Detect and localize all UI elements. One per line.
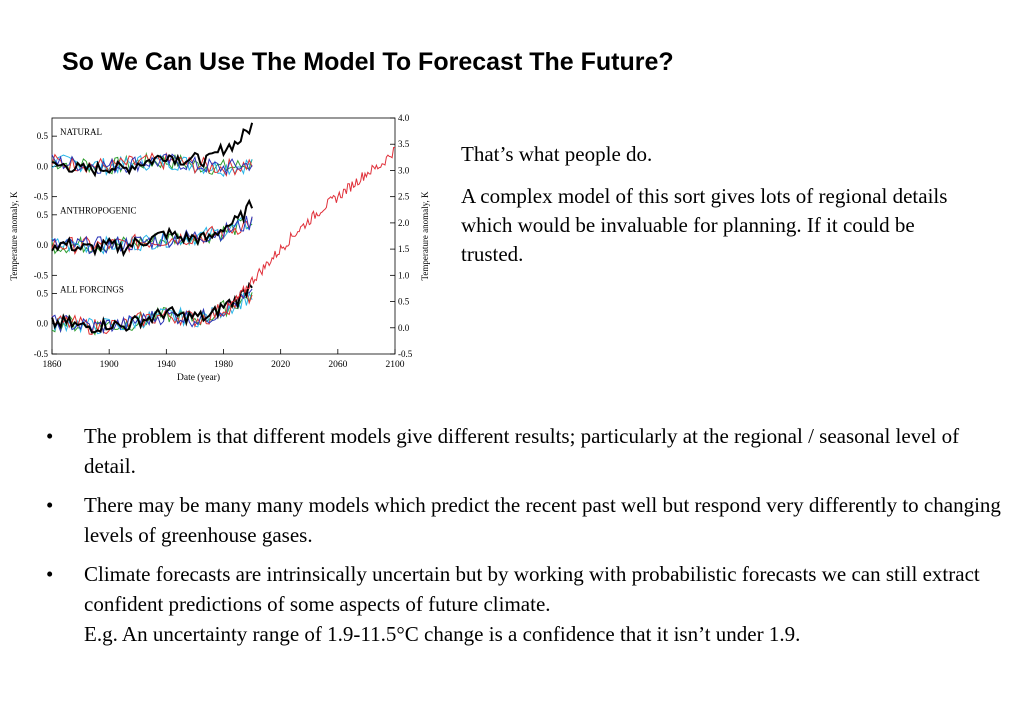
- bullet-item: • Climate forecasts are intrinsically un…: [40, 559, 1010, 649]
- model-series-line: [51, 151, 253, 177]
- observed-series-line: [51, 281, 253, 334]
- x-tick-label: 1940: [157, 360, 176, 370]
- panel-label: NATURAL: [60, 127, 102, 137]
- x-tick-label: 1900: [100, 360, 119, 370]
- slide-title: So We Can Use The Model To Forecast The …: [62, 48, 674, 76]
- bullet-dot: •: [46, 562, 54, 586]
- y-tick-label-left: 0.0: [37, 240, 49, 250]
- temperature-anomaly-chart: 1860 1900 1940 1980 2020 2060 2100 Date (year) T…: [9, 113, 430, 383]
- y-tick-label-left: 0.5: [37, 288, 49, 298]
- panel-label: ANTHROPOGENIC: [60, 206, 137, 216]
- y-tick-label-right: -0.5: [398, 349, 413, 359]
- y-tick-label-left: 0.0: [37, 319, 49, 329]
- bullet-list: • The problem is that different models g…: [40, 421, 1010, 658]
- x-tick-label: 1860: [43, 360, 62, 370]
- y-tick-label-right: 4.0: [398, 113, 410, 123]
- side-text: That’s what people do. A complex model o…: [461, 140, 981, 282]
- x-tick-label: 1980: [214, 360, 233, 370]
- y-tick-label-left: 0.0: [37, 161, 49, 171]
- model-series-line: [51, 151, 253, 175]
- y-tick-label-right: 0.5: [398, 297, 410, 307]
- y-tick-label-right: 1.5: [398, 244, 410, 254]
- y-tick-label-right: 2.5: [398, 192, 410, 202]
- y-tick-label-left: -0.5: [34, 349, 49, 359]
- observed-series-line: [51, 198, 254, 258]
- y-axis-label-left: Temperature anomaly, K: [9, 191, 19, 280]
- y-tick-label-left: -0.5: [34, 192, 49, 202]
- bullet-text: Climate forecasts are intrinsically unce…: [84, 562, 980, 616]
- bullet-text: The problem is that different models giv…: [84, 424, 960, 478]
- bullet-item: • The problem is that different models g…: [40, 421, 1010, 481]
- y-tick-label-left: 0.5: [37, 210, 49, 220]
- x-axis-label: Date (year): [177, 372, 220, 383]
- bullet-text: There may be many many models which pred…: [84, 493, 1001, 547]
- y-tick-label-right: 2.0: [398, 218, 410, 228]
- panel-label: ALL FORCINGS: [60, 284, 124, 294]
- y-tick-label-right: 0.0: [398, 323, 410, 333]
- bullet-dot: •: [46, 424, 54, 448]
- bullet-dot: •: [46, 493, 54, 517]
- y-tick-label-right: 3.5: [398, 139, 410, 149]
- y-axis-label-right: Temperature anomaly, K: [420, 191, 430, 280]
- x-tick-label: 2020: [271, 360, 290, 370]
- y-tick-label-left: 0.5: [37, 131, 49, 141]
- projection-series-line: [223, 147, 395, 316]
- y-tick-label-right: 1.0: [398, 270, 410, 280]
- observed-series-line: [51, 122, 254, 178]
- y-tick-label-right: 3.0: [398, 165, 410, 175]
- x-tick-label: 2060: [328, 360, 347, 370]
- bullet-item: • There may be many many models which pr…: [40, 490, 1010, 550]
- bullet-text-example: E.g. An uncertainty range of 1.9-11.5°C …: [84, 622, 801, 646]
- side-text-line: That’s what people do.: [461, 142, 653, 166]
- y-tick-label-left: -0.5: [34, 270, 49, 280]
- side-text-paragraph: A complex model of this sort gives lots …: [461, 184, 948, 266]
- x-tick-label: 2100: [386, 360, 405, 370]
